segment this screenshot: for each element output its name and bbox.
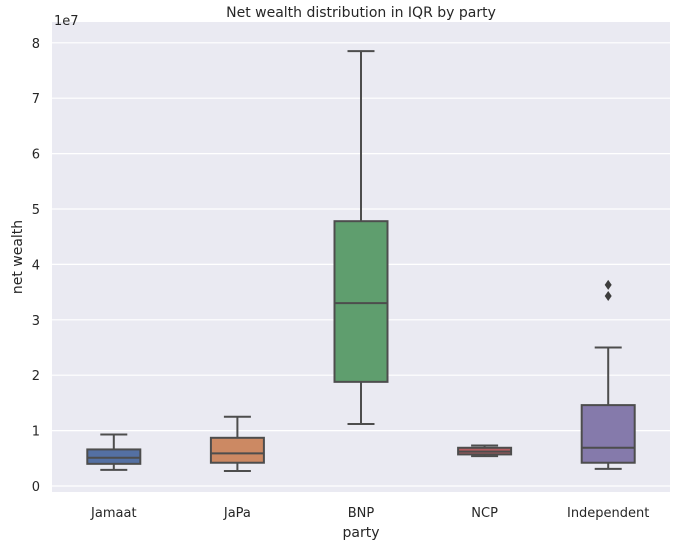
box-bnp (333, 50, 389, 425)
y-axis-label: net wealth (10, 220, 26, 294)
box-jamaat (86, 433, 142, 471)
box-ncp (457, 444, 513, 458)
y-tick-label: 1 (32, 425, 40, 440)
iqr-box (209, 436, 265, 464)
x-tick-label: Jamaat (90, 506, 137, 521)
iqr-box (333, 220, 389, 383)
chart-title: Net wealth distribution in IQR by party (226, 5, 496, 21)
outlier-point (604, 279, 612, 290)
y-tick-label: 0 (32, 480, 40, 495)
y-tick-label: 2 (32, 369, 40, 384)
boxes (86, 50, 636, 473)
iqr-box (86, 448, 142, 465)
y-tick-label: 4 (32, 258, 40, 273)
x-tick-labels: Jamaat JaPa BNP NCP Independent (90, 506, 649, 521)
outlier-point (604, 290, 612, 301)
y-offset-label: 1e7 (54, 14, 79, 29)
x-axis-label: party (343, 525, 380, 541)
box-japa (209, 415, 265, 473)
y-tick-label: 7 (32, 92, 40, 107)
x-tick-label: Independent (567, 506, 649, 521)
y-tick-label: 6 (32, 148, 40, 163)
y-tick-label: 8 (32, 37, 40, 52)
x-tick-label: JaPa (223, 506, 251, 521)
y-tick-label: 5 (32, 203, 40, 218)
iqr-box (580, 404, 636, 464)
x-tick-label: NCP (471, 506, 498, 521)
x-tick-label: BNP (348, 506, 375, 521)
y-tick-labels: 0 1 2 3 4 5 6 7 8 (32, 37, 40, 495)
y-tick-label: 3 (32, 314, 40, 329)
box-independent (580, 279, 636, 470)
